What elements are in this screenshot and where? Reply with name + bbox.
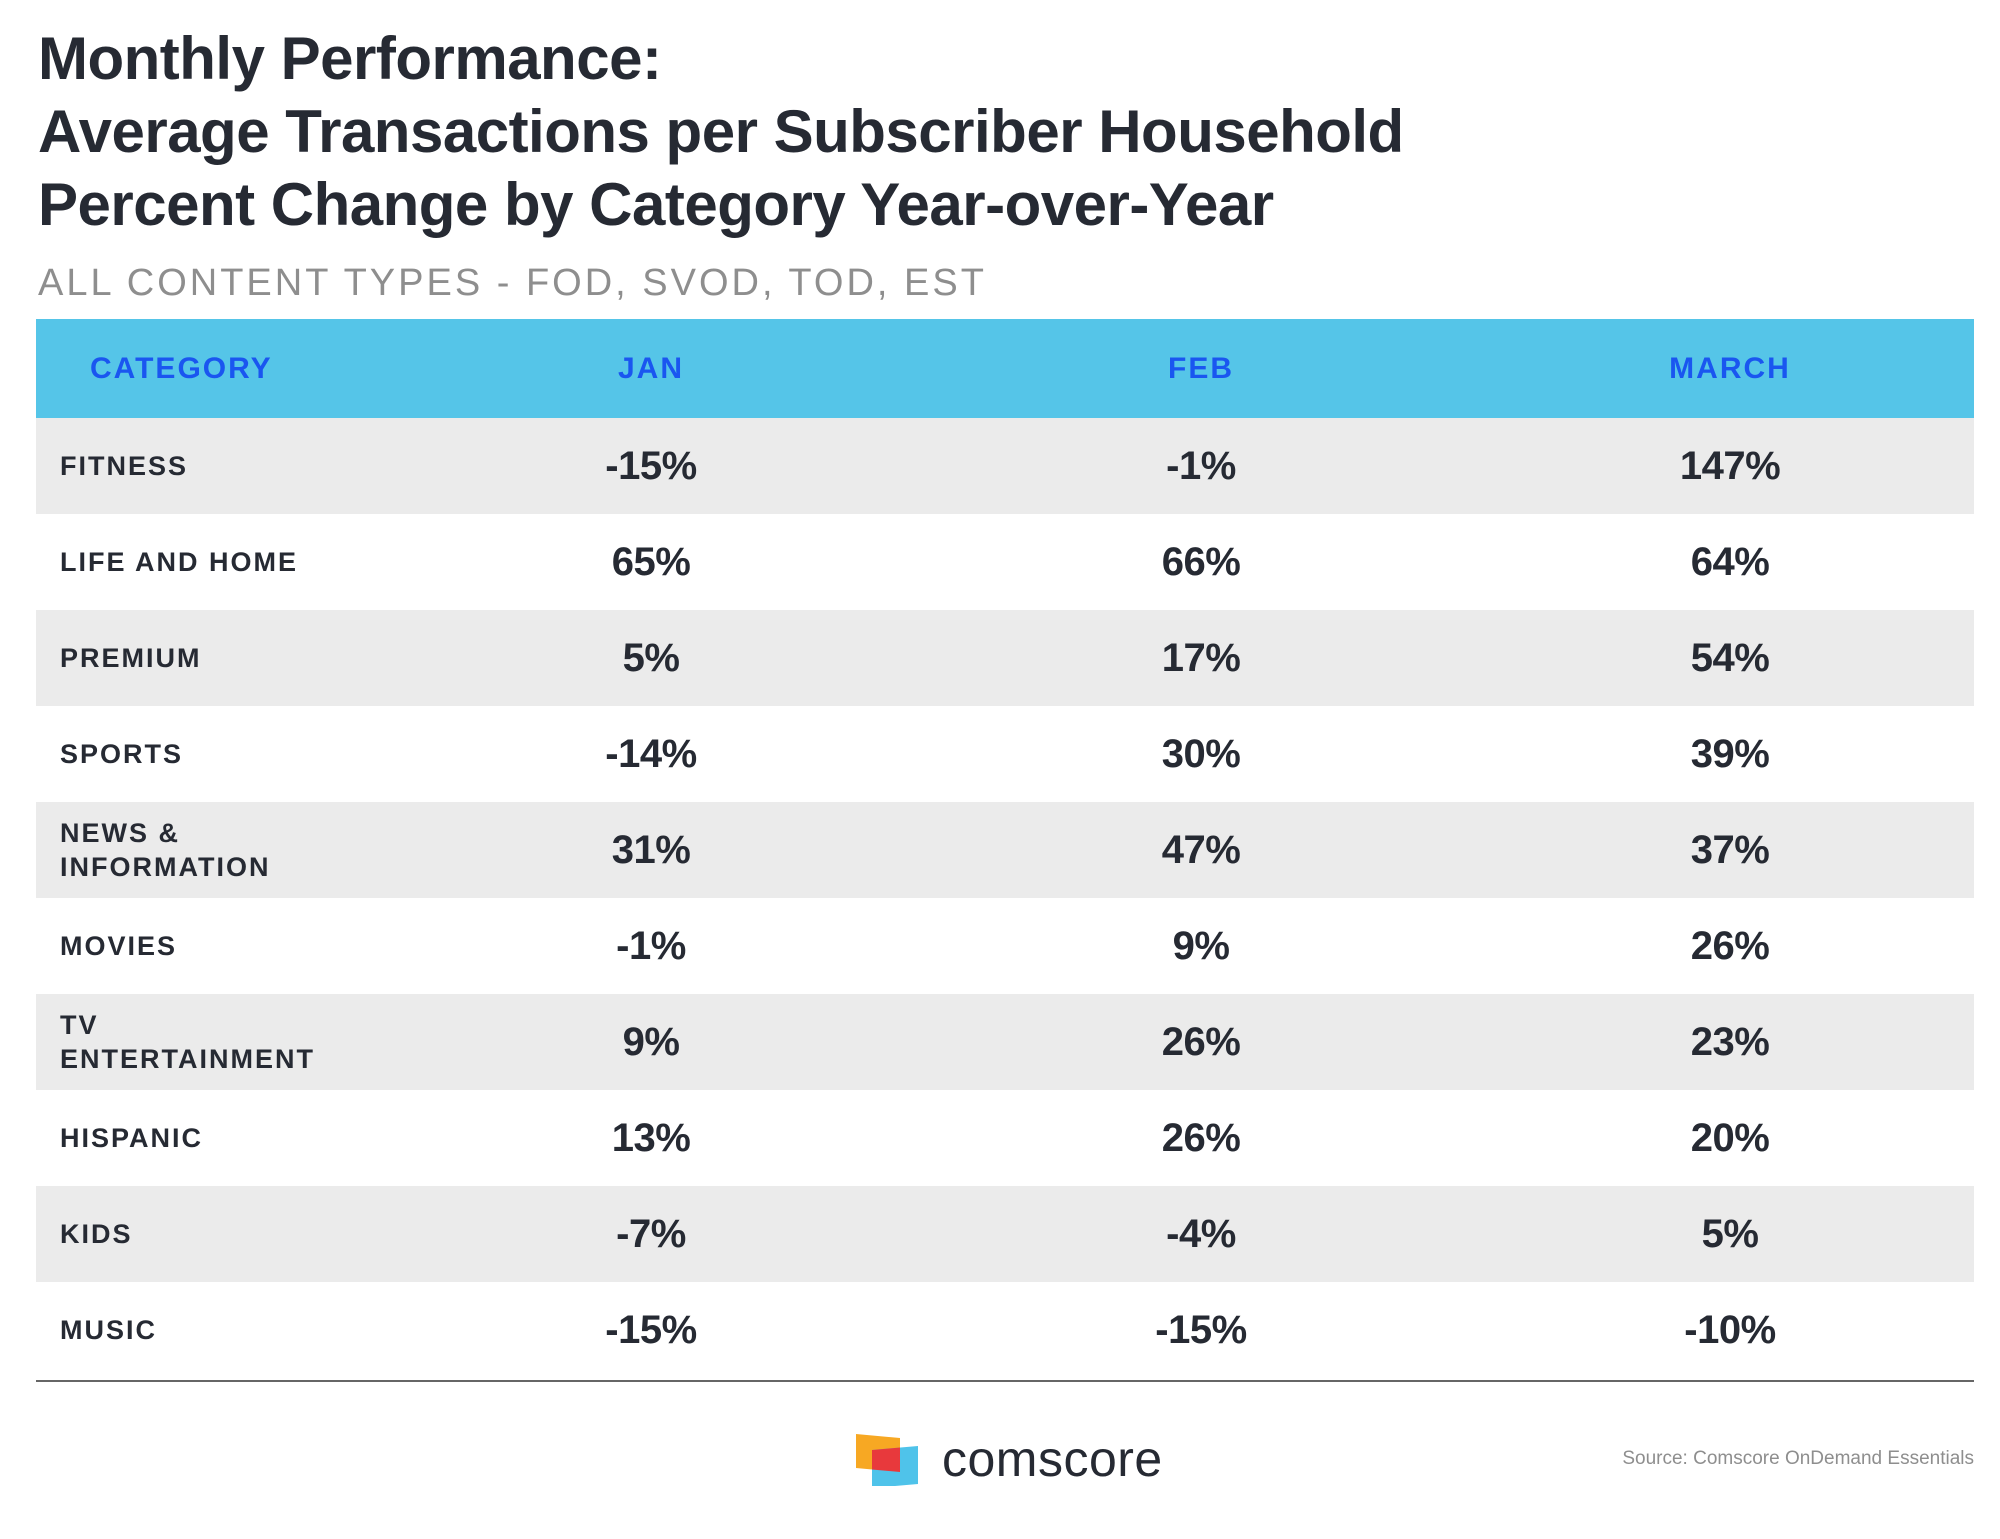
category-label: INFORMATION	[60, 852, 271, 882]
value-cell-feb: 9%	[1172, 923, 1230, 968]
value-cell-feb: -15%	[1155, 1307, 1247, 1352]
value-cell-feb: -1%	[1166, 443, 1236, 488]
comscore-logo: comscore	[854, 1432, 1163, 1486]
value-cell-march: 37%	[1690, 827, 1770, 872]
category-label: KIDS	[60, 1219, 133, 1249]
category-cell: FITNESS	[36, 418, 386, 514]
value-cell-march: 54%	[1690, 635, 1770, 680]
category-label: ENTERTAINMENT	[60, 1044, 315, 1074]
table-row: HISPANIC 13% 26% 20%	[36, 1090, 1974, 1186]
category-cell: SPORTS	[36, 706, 386, 802]
value-cell-march: 39%	[1690, 731, 1770, 776]
value-cell-jan: 5%	[622, 635, 680, 680]
category-label: PREMIUM	[60, 643, 202, 673]
category-cell: NEWS & INFORMATION	[36, 802, 386, 898]
table-row: FITNESS -15% -1% 147%	[36, 418, 1974, 514]
value-cell-jan: -15%	[605, 443, 697, 488]
chart-title-line: Percent Change by Category Year-over-Yea…	[38, 171, 1274, 238]
value-cell-feb: 30%	[1161, 731, 1241, 776]
category-cell: MUSIC	[36, 1282, 386, 1378]
column-header-category: CATEGORY	[90, 351, 273, 385]
category-label: MOVIES	[60, 931, 178, 961]
bottom-divider	[36, 1380, 1974, 1382]
chart-title: Monthly Performance: Average Transaction…	[38, 22, 1404, 241]
category-label: TV	[60, 1010, 99, 1040]
table-row: LIFE AND HOME 65% 66% 64%	[36, 514, 1974, 610]
value-cell-march: 64%	[1690, 539, 1770, 584]
table-row: PREMIUM 5% 17% 54%	[36, 610, 1974, 706]
table-row: MUSIC -15% -15% -10%	[36, 1282, 1974, 1378]
value-cell-feb: 26%	[1161, 1115, 1241, 1160]
category-label: FITNESS	[60, 451, 189, 481]
value-cell-jan: 13%	[611, 1115, 691, 1160]
category-cell: TV ENTERTAINMENT	[36, 994, 386, 1090]
column-header-feb: FEB	[1168, 351, 1234, 385]
table-row: NEWS & INFORMATION 31% 47% 37%	[36, 802, 1974, 898]
category-cell: MOVIES	[36, 898, 386, 994]
table-row: TV ENTERTAINMENT 9% 26% 23%	[36, 994, 1974, 1090]
value-cell-jan: -1%	[616, 923, 686, 968]
category-label: NEWS &	[60, 818, 180, 848]
data-table: CATEGORY JAN FEB MARCH FITNESS -15% -1% 147…	[36, 319, 1974, 1378]
chart-subtitle: ALL CONTENT TYPES - FOD, SVOD, TOD, EST	[38, 262, 987, 304]
category-label: MUSIC	[60, 1315, 157, 1345]
category-cell: PREMIUM	[36, 610, 386, 706]
source-note: Source: Comscore OnDemand Essentials	[1622, 1448, 1974, 1469]
table-row: MOVIES -1% 9% 26%	[36, 898, 1974, 994]
category-label: HISPANIC	[60, 1123, 204, 1153]
value-cell-jan: 31%	[611, 827, 691, 872]
value-cell-march: 26%	[1690, 923, 1770, 968]
value-cell-feb: 47%	[1161, 827, 1241, 872]
value-cell-march: 5%	[1701, 1211, 1759, 1256]
value-cell-jan: -7%	[616, 1211, 686, 1256]
value-cell-march: 20%	[1690, 1115, 1770, 1160]
column-header-march: MARCH	[1669, 351, 1791, 385]
value-cell-feb: 17%	[1161, 635, 1241, 680]
value-cell-jan: 65%	[611, 539, 691, 584]
table-row: SPORTS -14% 30% 39%	[36, 706, 1974, 802]
table-header-row: CATEGORY JAN FEB MARCH	[36, 319, 1974, 418]
brand-name: comscore	[942, 1431, 1163, 1487]
value-cell-jan: -14%	[605, 731, 697, 776]
comscore-logo-icon	[856, 1434, 918, 1486]
value-cell-jan: -15%	[605, 1307, 697, 1352]
table-row: KIDS -7% -4% 5%	[36, 1186, 1974, 1282]
category-label: SPORTS	[60, 739, 184, 769]
value-cell-feb: -4%	[1166, 1211, 1236, 1256]
value-cell-march: -10%	[1684, 1307, 1776, 1352]
value-cell-march: 147%	[1679, 443, 1781, 488]
chart-title-line: Monthly Performance:	[38, 25, 662, 92]
category-cell: KIDS	[36, 1186, 386, 1282]
value-cell-feb: 66%	[1161, 539, 1241, 584]
category-label: LIFE AND HOME	[60, 547, 298, 577]
category-cell: HISPANIC	[36, 1090, 386, 1186]
value-cell-jan: 9%	[622, 1019, 680, 1064]
chart-title-line: Average Transactions per Subscriber Hous…	[38, 98, 1404, 165]
value-cell-feb: 26%	[1161, 1019, 1241, 1064]
value-cell-march: 23%	[1690, 1019, 1770, 1064]
category-cell: LIFE AND HOME	[36, 514, 386, 610]
column-header-jan: JAN	[617, 351, 684, 385]
table-body: FITNESS -15% -1% 147% LIFE AND HOME 65% 66% 64%…	[36, 418, 1974, 1378]
